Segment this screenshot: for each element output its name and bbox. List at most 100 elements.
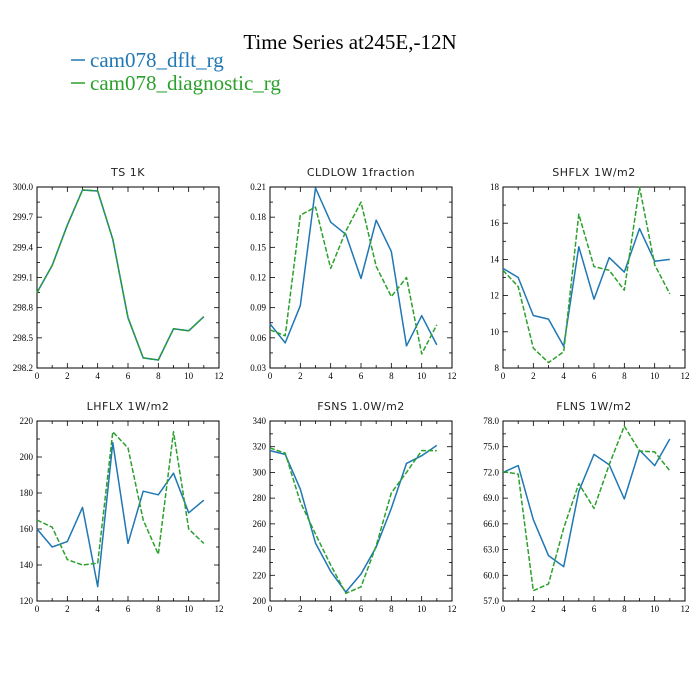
series-line-diagnostic-fsns xyxy=(269,447,437,595)
x-tick-label: 10 xyxy=(650,604,660,614)
y-tick-label: 300 xyxy=(253,467,267,477)
y-tick-label: 340 xyxy=(253,416,267,426)
panel-grid: TS 1K 0 2 4 6 8 10 12 298.2 298.5 298.8 299.1 299.4 2… xyxy=(13,166,690,614)
panel-cldlow: CLDLOW 1fraction 0 2 4 6 8 10 12 0.03 0.06 0.09 0.1… xyxy=(250,166,456,381)
y-tick-label: 180 xyxy=(20,488,34,498)
x-tick-label: 8 xyxy=(389,604,394,614)
x-tick-label: 2 xyxy=(65,371,70,381)
y-tick-label: 18 xyxy=(490,182,500,192)
plot-frame-shflx xyxy=(502,186,686,369)
panel-fsns: FSNS 1.0W/m2 0 2 4 6 8 10 12 200 220 240 260 280 300 3… xyxy=(253,400,457,614)
x-tick-label: 6 xyxy=(359,604,364,614)
x-tick-label: 12 xyxy=(215,371,224,381)
y-tick-label: 14 xyxy=(490,254,500,264)
x-tick-label: 10 xyxy=(650,371,660,381)
y-tick-label: 280 xyxy=(253,493,267,503)
y-tick-label: 298.8 xyxy=(13,303,34,313)
x-tick-label: 4 xyxy=(95,604,100,614)
y-tick-label: 12 xyxy=(490,291,499,301)
x-tick-label: 12 xyxy=(448,371,457,381)
y-tick-label: 200 xyxy=(20,452,34,462)
series-line-dflt-lhflx xyxy=(36,441,205,588)
y-tick-label: 0.12 xyxy=(250,273,266,283)
series-line-dflt-cldlow xyxy=(269,187,438,347)
y-tick-label: 220 xyxy=(253,570,267,580)
x-tick-label: 0 xyxy=(268,604,273,614)
y-tick-label: 140 xyxy=(20,560,34,570)
x-tick-label: 2 xyxy=(531,371,536,381)
x-tick-label: 2 xyxy=(65,604,70,614)
series-line-dflt-flns xyxy=(502,438,671,568)
panel-title-flns: FLNS 1W/m2 xyxy=(556,400,631,413)
x-tick-label: 4 xyxy=(561,604,566,614)
x-tick-label: 8 xyxy=(389,371,394,381)
panel-title-ts: TS 1K xyxy=(110,166,145,179)
figure-title: Time Series at245E,-12N xyxy=(243,30,456,54)
x-tick-label: 4 xyxy=(328,604,333,614)
x-tick-label: 4 xyxy=(95,371,100,381)
plot-frame-ts xyxy=(36,186,220,369)
x-tick-label: 8 xyxy=(622,604,627,614)
x-tick-label: 6 xyxy=(359,371,364,381)
y-tick-label: 0.18 xyxy=(250,212,266,222)
y-tick-label: 0.09 xyxy=(250,303,266,313)
series-line-diagnostic-lhflx xyxy=(36,431,205,566)
y-tick-label: 78.0 xyxy=(483,416,499,426)
y-tick-label: 298.2 xyxy=(13,363,33,373)
y-tick-label: 75.0 xyxy=(483,442,499,452)
x-tick-label: 12 xyxy=(681,604,690,614)
x-tick-label: 12 xyxy=(215,604,224,614)
series-line-diagnostic-cldlow xyxy=(269,201,438,355)
y-tick-label: 0.15 xyxy=(250,242,266,252)
y-tick-label: 63.0 xyxy=(483,545,499,555)
legend-label-diagnostic: cam078_diagnostic_rg xyxy=(90,71,281,95)
y-tick-label: 260 xyxy=(253,519,267,529)
y-tick-label: 240 xyxy=(253,545,267,555)
x-tick-label: 10 xyxy=(184,371,194,381)
x-tick-label: 10 xyxy=(417,604,427,614)
panel-title-fsns: FSNS 1.0W/m2 xyxy=(317,400,405,413)
series-line-dflt-fsns xyxy=(269,444,438,593)
y-tick-label: 300.0 xyxy=(13,182,34,192)
y-tick-label: 320 xyxy=(253,442,267,452)
x-tick-label: 10 xyxy=(417,371,427,381)
series-line-diagnostic-shflx xyxy=(502,186,671,364)
x-tick-label: 8 xyxy=(156,604,161,614)
x-tick-label: 0 xyxy=(35,604,40,614)
x-tick-label: 0 xyxy=(35,371,40,381)
x-tick-label: 6 xyxy=(126,604,131,614)
series-line-dflt-shflx xyxy=(502,227,670,348)
x-tick-label: 2 xyxy=(531,604,536,614)
y-tick-label: 299.7 xyxy=(13,212,34,222)
panel-title-cldlow: CLDLOW 1fraction xyxy=(307,166,415,179)
x-tick-label: 0 xyxy=(268,371,273,381)
x-tick-label: 6 xyxy=(592,371,597,381)
panel-title-lhflx: LHFLX 1W/m2 xyxy=(87,400,170,413)
y-tick-label: 0.06 xyxy=(250,333,266,343)
series-line-diagnostic-ts xyxy=(36,189,205,361)
x-tick-label: 0 xyxy=(501,604,506,614)
legend-entry-dflt: cam078_dflt_rg xyxy=(71,48,224,72)
legend-label-dflt: cam078_dflt_rg xyxy=(90,48,224,72)
panel-lhflx: LHFLX 1W/m2 0 2 4 6 8 10 12 120 140 160 180 200 220 xyxy=(20,400,224,614)
panel-ts: TS 1K 0 2 4 6 8 10 12 298.2 298.5 298.8 299.1 299.4 2… xyxy=(13,166,224,381)
y-tick-label: 298.5 xyxy=(13,333,34,343)
x-tick-label: 10 xyxy=(184,604,194,614)
y-tick-label: 69.0 xyxy=(483,493,499,503)
legend-entry-diagnostic: cam078_diagnostic_rg xyxy=(71,71,281,95)
y-tick-label: 120 xyxy=(20,596,34,606)
x-tick-label: 8 xyxy=(622,371,627,381)
y-tick-label: 60.0 xyxy=(483,570,499,580)
x-tick-label: 6 xyxy=(126,371,131,381)
y-tick-label: 0.03 xyxy=(250,363,266,373)
y-tick-label: 66.0 xyxy=(483,519,499,529)
panel-flns: FLNS 1W/m2 0 2 4 6 8 10 12 57.0 60.0 63.0 66.0 69.0 7… xyxy=(483,400,689,614)
y-tick-label: 200 xyxy=(253,596,267,606)
x-tick-label: 2 xyxy=(298,371,303,381)
y-tick-label: 57.0 xyxy=(483,596,499,606)
series-line-diagnostic-flns xyxy=(502,425,671,592)
x-tick-label: 8 xyxy=(156,371,161,381)
y-tick-label: 299.4 xyxy=(13,242,34,252)
panel-shflx: SHFLX 1W/m2 0 2 4 6 8 10 12 8 10 12 14 16 18 xyxy=(490,166,690,381)
